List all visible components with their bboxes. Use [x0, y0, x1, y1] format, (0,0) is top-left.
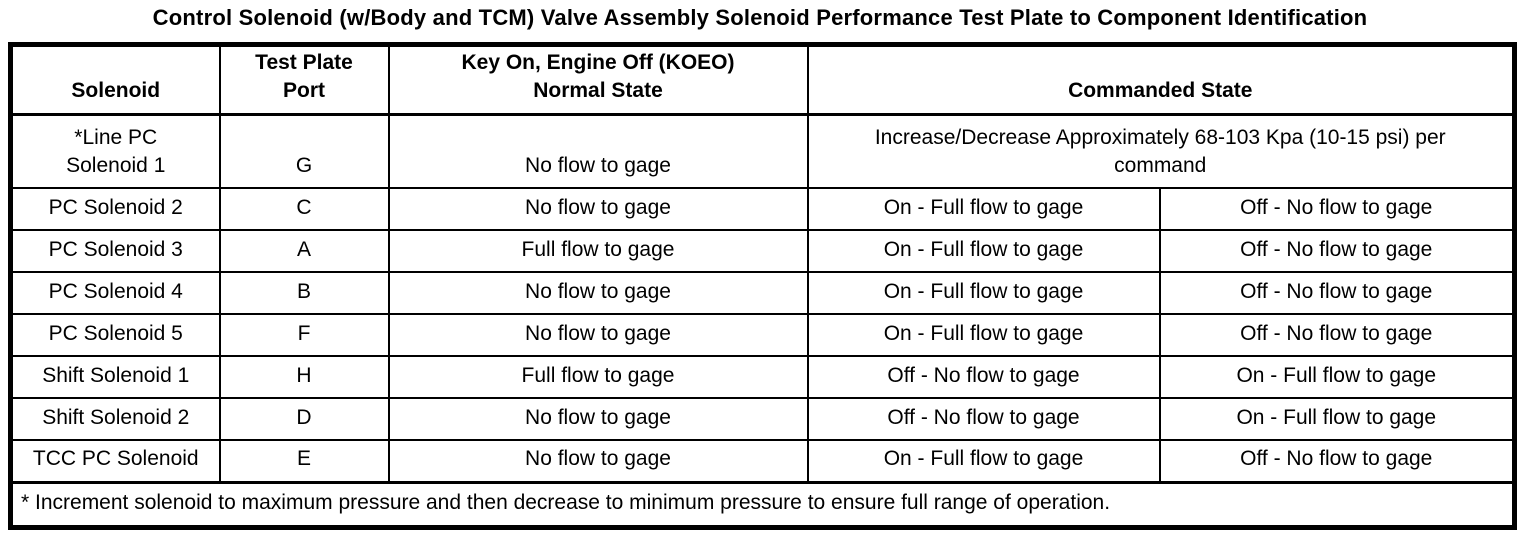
- normal-state-cell: No flow to gage: [387, 313, 809, 358]
- footnote-row: * Increment solenoid to maximum pressure…: [9, 480, 1516, 529]
- normal-state-cell: No flow to gage: [387, 271, 809, 316]
- table-row: PC Solenoid 3 A Full flow to gage On - F…: [9, 229, 1516, 274]
- normal-state-cell: Full flow to gage: [387, 355, 809, 400]
- table-row: *Line PC Solenoid 1 G No flow to gage In…: [9, 113, 1516, 190]
- commanded-state-cell-1: On - Full flow to gage: [806, 271, 1161, 316]
- commanded-state-cell-2: Off - No flow to gage: [1158, 271, 1516, 316]
- port-cell: D: [218, 397, 390, 442]
- solenoid-cell: PC Solenoid 5: [9, 313, 221, 358]
- commanded-state-cell-2: On - Full flow to gage: [1158, 355, 1516, 400]
- col-header-commanded-state: Commanded State: [806, 43, 1516, 116]
- solenoid-cell: PC Solenoid 2: [9, 187, 221, 232]
- table-body: *Line PC Solenoid 1 G No flow to gage In…: [9, 113, 1516, 484]
- commanded-state-cell-1: Off - No flow to gage: [806, 397, 1161, 442]
- normal-state-cell: No flow to gage: [387, 113, 809, 190]
- header-row: Solenoid Test Plate Port Key On, Engine …: [9, 43, 1516, 116]
- table-row: Shift Solenoid 2 D No flow to gage Off -…: [9, 397, 1516, 442]
- solenoid-cell: PC Solenoid 3: [9, 229, 221, 274]
- solenoid-cell: PC Solenoid 4: [9, 271, 221, 316]
- commanded-state-cell-2: Off - No flow to gage: [1158, 187, 1516, 232]
- commanded-state-cell-1: On - Full flow to gage: [806, 439, 1161, 484]
- port-cell: A: [218, 229, 390, 274]
- table-row: PC Solenoid 5 F No flow to gage On - Ful…: [9, 313, 1516, 358]
- normal-state-cell: No flow to gage: [387, 187, 809, 232]
- commanded-state-cell-1: On - Full flow to gage: [806, 313, 1161, 358]
- footnote-text: * Increment solenoid to maximum pressure…: [9, 480, 1516, 529]
- table-row: PC Solenoid 2 C No flow to gage On - Ful…: [9, 187, 1516, 232]
- col-header-koeo-normal-state: Key On, Engine Off (KOEO) Normal State: [387, 43, 809, 116]
- normal-state-cell: Full flow to gage: [387, 229, 809, 274]
- solenoid-performance-table: Solenoid Test Plate Port Key On, Engine …: [8, 42, 1517, 530]
- commanded-state-cell-2: Off - No flow to gage: [1158, 439, 1516, 484]
- commanded-state-cell-full: Increase/Decrease Approximately 68-103 K…: [806, 113, 1516, 190]
- port-cell: F: [218, 313, 390, 358]
- solenoid-cell: *Line PC Solenoid 1: [9, 113, 221, 190]
- commanded-state-cell-2: Off - No flow to gage: [1158, 313, 1516, 358]
- page-title: Control Solenoid (w/Body and TCM) Valve …: [152, 5, 1368, 30]
- port-cell: G: [218, 113, 390, 190]
- commanded-state-cell-1: On - Full flow to gage: [806, 229, 1161, 274]
- table-footer: * Increment solenoid to maximum pressure…: [9, 480, 1516, 529]
- port-cell: C: [218, 187, 390, 232]
- commanded-state-cell-1: On - Full flow to gage: [806, 187, 1161, 232]
- port-cell: H: [218, 355, 390, 400]
- col-header-solenoid: Solenoid: [9, 43, 221, 116]
- normal-state-cell: No flow to gage: [387, 397, 809, 442]
- table-row: TCC PC Solenoid E No flow to gage On - F…: [9, 439, 1516, 484]
- solenoid-cell: TCC PC Solenoid: [9, 439, 221, 484]
- col-header-test-plate-port: Test Plate Port: [218, 43, 390, 116]
- port-cell: E: [218, 439, 390, 484]
- commanded-state-cell-2: Off - No flow to gage: [1158, 229, 1516, 274]
- solenoid-cell: Shift Solenoid 1: [9, 355, 221, 400]
- port-cell: B: [218, 271, 390, 316]
- solenoid-cell: Shift Solenoid 2: [9, 397, 221, 442]
- commanded-state-cell-1: Off - No flow to gage: [806, 355, 1161, 400]
- normal-state-cell: No flow to gage: [387, 439, 809, 484]
- commanded-state-cell-2: On - Full flow to gage: [1158, 397, 1516, 442]
- table-row: Shift Solenoid 1 H Full flow to gage Off…: [9, 355, 1516, 400]
- table-row: PC Solenoid 4 B No flow to gage On - Ful…: [9, 271, 1516, 316]
- table-header: Solenoid Test Plate Port Key On, Engine …: [9, 43, 1516, 116]
